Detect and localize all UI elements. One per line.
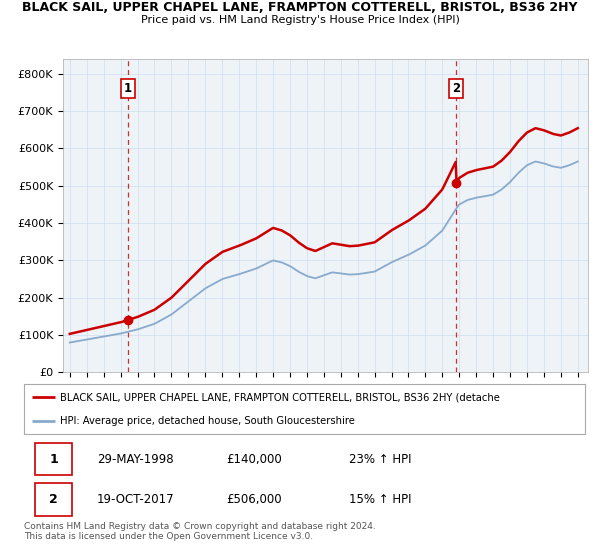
Text: 1: 1 [49,453,58,466]
FancyBboxPatch shape [35,443,71,475]
Text: 23% ↑ HPI: 23% ↑ HPI [349,453,412,466]
FancyBboxPatch shape [35,483,71,516]
Text: HPI: Average price, detached house, South Gloucestershire: HPI: Average price, detached house, Sout… [61,417,355,426]
Text: Price paid vs. HM Land Registry's House Price Index (HPI): Price paid vs. HM Land Registry's House … [140,15,460,25]
Text: Contains HM Land Registry data © Crown copyright and database right 2024.
This d: Contains HM Land Registry data © Crown c… [24,522,376,542]
Text: 29-MAY-1998: 29-MAY-1998 [97,453,173,466]
Text: £506,000: £506,000 [226,493,281,506]
Text: £140,000: £140,000 [226,453,282,466]
Text: 2: 2 [452,82,460,95]
Text: BLACK SAIL, UPPER CHAPEL LANE, FRAMPTON COTTERELL, BRISTOL, BS36 2HY (detache: BLACK SAIL, UPPER CHAPEL LANE, FRAMPTON … [61,392,500,402]
Text: 19-OCT-2017: 19-OCT-2017 [97,493,175,506]
Text: 15% ↑ HPI: 15% ↑ HPI [349,493,412,506]
Text: 1: 1 [124,82,131,95]
Text: BLACK SAIL, UPPER CHAPEL LANE, FRAMPTON COTTERELL, BRISTOL, BS36 2HY: BLACK SAIL, UPPER CHAPEL LANE, FRAMPTON … [22,1,578,14]
Text: 2: 2 [49,493,58,506]
